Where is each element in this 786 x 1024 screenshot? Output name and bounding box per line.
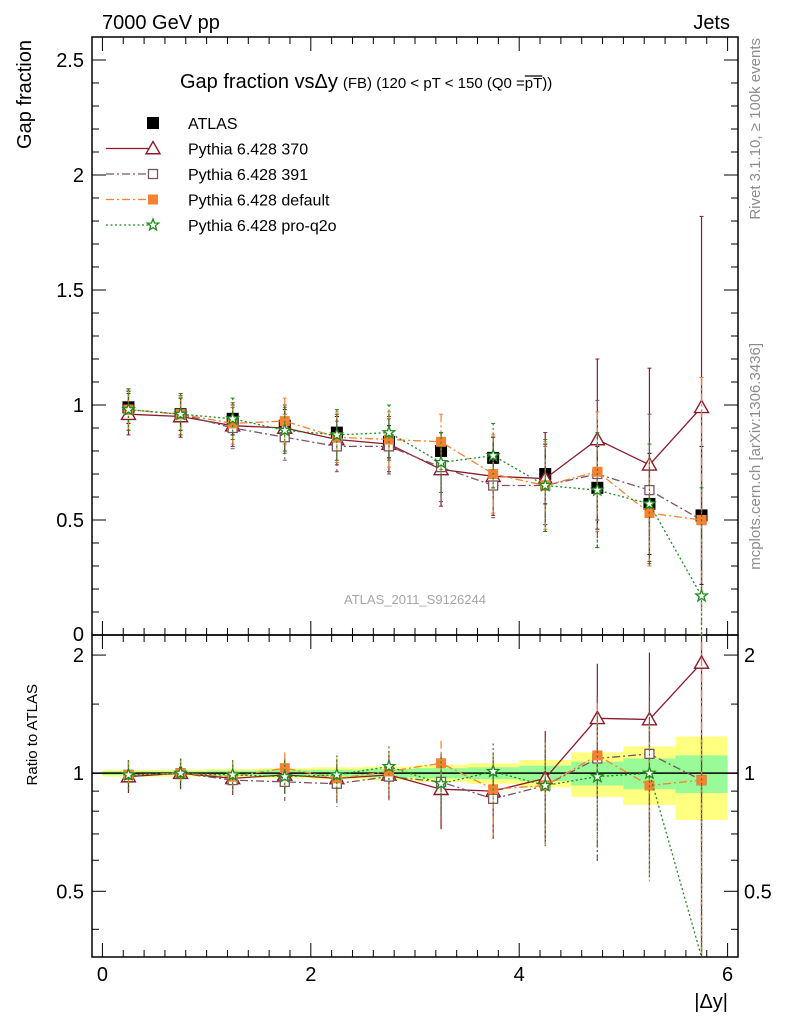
title-end: )): [542, 75, 552, 92]
main-data-point: [485, 447, 501, 463]
legend-label: Pythia 6.428 default: [188, 193, 330, 210]
legend-label: Pythia 6.428 pro-q2o: [188, 218, 337, 235]
ratio-data-point: [485, 763, 501, 778]
ratio-data-point: [173, 765, 189, 780]
ratio-data-point: [537, 777, 553, 792]
ratio-data-point: [329, 766, 345, 782]
title-sub: (FB) (120 < pT < 150 (Q0 =: [343, 75, 525, 92]
main-data-point: [589, 482, 605, 497]
ratio-series-line: [128, 765, 703, 958]
ratio-ytick-label: 2: [73, 645, 84, 667]
main-ytick-label: 0.5: [56, 510, 84, 532]
ratio-data-point: [121, 766, 136, 782]
mcplots-label: mcplots.cern.ch [arXiv:1306.3436]: [747, 343, 764, 570]
legend-marker: [145, 217, 161, 232]
main-series-line: [128, 408, 703, 597]
main-data-point: [225, 410, 241, 426]
legend-label: ATLAS: [188, 116, 238, 133]
ratio-ytick-label: 1: [73, 763, 84, 785]
main-ylabel: Gap fraction: [14, 40, 36, 149]
header-left: 7000 GeV pp: [102, 12, 220, 34]
main-ytick-label: 2: [73, 165, 84, 187]
ratio-ytick-label: 0.5: [56, 881, 84, 903]
main-data-point: [173, 406, 189, 421]
ratio-data-point: [433, 775, 449, 791]
ratio-data-point: [592, 750, 603, 761]
main-ytick-label: 1.5: [56, 280, 84, 302]
main-data-point: [383, 434, 394, 445]
ratio-data-point: [277, 768, 293, 784]
ratio-ytick-label-right: 0.5: [744, 881, 772, 903]
ratio-series-line: [128, 754, 702, 790]
ratio-ytick-label-right: 2: [744, 645, 755, 667]
ratio-data-point: [383, 766, 394, 777]
ratio-xlabel: |Δy|: [694, 991, 728, 1013]
legend-marker: [147, 117, 159, 129]
main-series-line: [128, 408, 702, 521]
ratio-xtick-label: 6: [722, 964, 733, 986]
main-data-point: [537, 477, 553, 492]
legend-marker: [148, 194, 158, 205]
ratio-series-line: [128, 662, 702, 792]
ratio-data-point: [641, 765, 657, 780]
ratio-xtick-label: 0: [97, 964, 108, 986]
legend-marker: [144, 140, 162, 155]
ratio-ytick-label-right: 1: [744, 763, 755, 785]
main-data-point: [641, 495, 657, 511]
ratio-data-point: [589, 768, 605, 784]
legend-label: Pythia 6.428 391: [188, 167, 308, 184]
analysis-watermark: ATLAS_2011_S9126244: [344, 592, 486, 607]
title-bar: pT: [525, 75, 543, 92]
title-main: Gap fraction vsΔy: [180, 71, 338, 93]
chart-title: Gap fraction vsΔy (FB) (120 < pT < 150 (Q…: [180, 71, 552, 93]
ratio-xtick-label: 4: [514, 964, 525, 986]
main-series-line: [128, 408, 702, 521]
legend-marker: [147, 168, 159, 180]
ratio-data-point: [279, 763, 290, 774]
main-ytick-label: 1: [73, 395, 84, 417]
main-ytick-zero-label: 0: [73, 624, 84, 646]
main-series-line: [128, 406, 702, 480]
main-data-point: [592, 466, 603, 477]
main-data-point: [694, 587, 709, 603]
legend-label: Pythia 6.428 370: [188, 142, 308, 159]
main-ytick-label: 2.5: [56, 50, 84, 72]
main-data-point: [121, 401, 136, 417]
main-data-point: [381, 424, 397, 440]
main-data-point: [277, 422, 293, 437]
main-data-point: [329, 426, 345, 442]
ratio-data-point: [381, 758, 397, 773]
rivet-label: Rivet 3.1.10, ≥ 100k events: [747, 38, 764, 220]
ratio-data-point: [225, 766, 241, 782]
main-data-point: [433, 454, 449, 469]
main-data-point: [227, 418, 238, 429]
ratio-xtick-label: 2: [305, 964, 316, 986]
header-right: Jets: [693, 12, 730, 34]
ratio-ylabel: Ratio to ATLAS: [24, 684, 41, 785]
